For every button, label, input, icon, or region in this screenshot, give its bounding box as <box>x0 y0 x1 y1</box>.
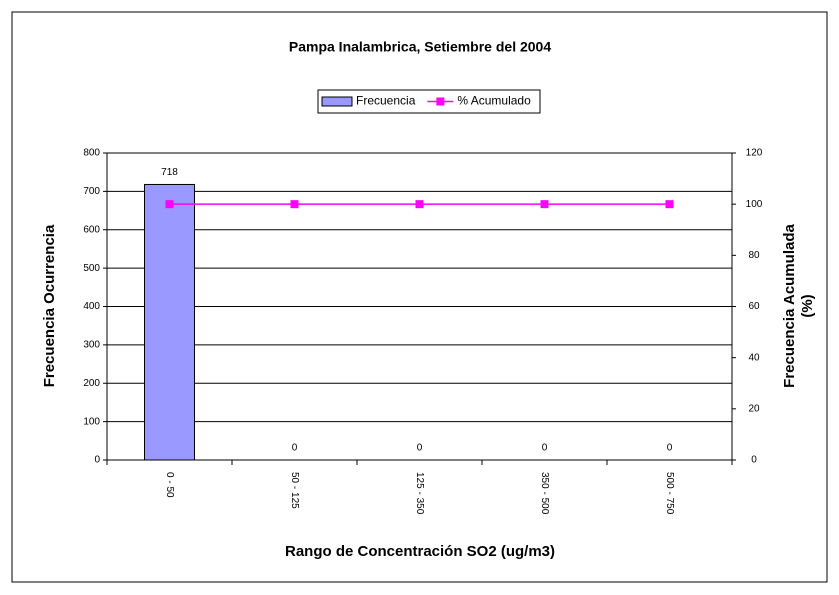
data-label: 718 <box>161 167 178 178</box>
y2-tick-label: 100 <box>746 199 763 210</box>
data-label: 0 <box>292 443 298 454</box>
y2-tick-label: 60 <box>748 301 760 312</box>
y-tick-label: 800 <box>83 148 100 159</box>
x-tick-label: 125 - 350 <box>414 472 425 515</box>
bar <box>144 183 195 461</box>
y-tick-label: 0 <box>94 455 100 466</box>
line-marker <box>165 200 174 209</box>
legend-swatch <box>321 96 353 107</box>
line-marker <box>665 200 674 209</box>
y2-tick-label: 80 <box>748 250 760 261</box>
y2-tick-label: 40 <box>748 352 760 363</box>
x-tick-label: 0 - 50 <box>164 472 175 498</box>
y2-axis-label: Frecuencia Acumulada <box>781 224 798 388</box>
data-label: 0 <box>542 443 548 454</box>
data-label: 0 <box>667 443 673 454</box>
y-axis-label: Frecuencia Ocurrencia <box>41 224 58 387</box>
y2-tick-label: 120 <box>746 148 763 159</box>
y-tick-label: 100 <box>83 416 100 427</box>
legend-label: Frecuencia <box>356 94 416 108</box>
x-tick-label: 350 - 500 <box>539 472 550 515</box>
x-tick-label: 500 - 750 <box>664 472 675 515</box>
legend-label: % Acumulado <box>457 94 531 108</box>
y-tick-label: 700 <box>83 186 100 197</box>
chart-title: Pampa Inalambrica, Setiembre del 2004 <box>289 39 551 55</box>
line-marker <box>415 200 424 209</box>
line-marker <box>290 200 299 209</box>
y-tick-label: 200 <box>83 378 100 389</box>
data-label: 0 <box>417 443 423 454</box>
line-marker <box>540 200 549 209</box>
y-tick-label: 600 <box>83 224 100 235</box>
y2-axis-label: (%) <box>799 294 816 317</box>
x-axis-label: Rango de Concentración SO2 (ug/m3) <box>285 543 555 560</box>
y-tick-label: 400 <box>83 301 100 312</box>
y2-tick-label: 0 <box>751 455 757 466</box>
y-tick-label: 300 <box>83 340 100 351</box>
y-tick-label: 500 <box>83 263 100 274</box>
x-tick-label: 50 - 125 <box>289 472 300 509</box>
legend-swatch <box>436 97 445 106</box>
y2-tick-label: 20 <box>748 403 760 414</box>
